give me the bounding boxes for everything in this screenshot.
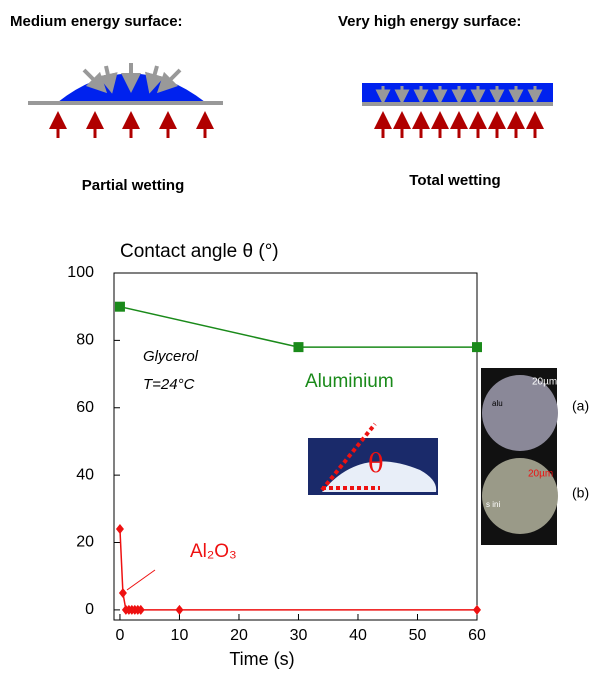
inset-photo: θ — [308, 422, 438, 495]
x-axis-label: Time (s) — [229, 649, 294, 669]
image-scale: 20µm — [532, 377, 557, 388]
x-tick-label: 40 — [349, 627, 367, 644]
x-tick-label: 20 — [230, 627, 248, 644]
series-line — [119, 529, 477, 611]
series-line — [119, 305, 477, 348]
diagram-caption: Partial wetting — [82, 177, 185, 194]
y-tick-label: 0 — [85, 601, 94, 618]
annotation: Glycerol — [143, 348, 199, 365]
point — [115, 524, 124, 535]
partial-wetting-diagram — [28, 63, 223, 138]
diagram-caption: Total wetting — [409, 172, 500, 189]
point — [293, 342, 304, 353]
diagram-title: Very high energy surface: — [338, 13, 521, 30]
series-label: Al₂O₃ — [190, 541, 237, 562]
series-label: Aluminium — [305, 371, 394, 392]
image-label: (a) — [572, 398, 589, 414]
image-text: alu — [492, 399, 503, 408]
x-tick-label: 0 — [115, 627, 124, 644]
annotation: T=24°C — [143, 376, 195, 393]
y-tick-label: 40 — [76, 466, 94, 483]
point — [136, 604, 145, 615]
y-tick-label: 80 — [76, 332, 94, 349]
x-tick-label: 10 — [171, 627, 189, 644]
total-wetting-diagram — [362, 83, 553, 138]
point — [473, 604, 481, 615]
chart-title: Contact angle θ (°) — [120, 241, 279, 262]
point — [175, 604, 184, 615]
point — [472, 342, 482, 353]
diagram-title: Medium energy surface: — [10, 13, 183, 30]
x-tick-label: 30 — [290, 627, 308, 644]
micrographs: 20µm alu 20µm s ini (a) (b) — [481, 368, 589, 545]
x-tick-label: 50 — [409, 627, 427, 644]
annotation-pointer — [126, 569, 156, 591]
y-tick-label: 60 — [76, 399, 94, 416]
y-tick-label: 20 — [76, 534, 94, 551]
point — [114, 301, 125, 312]
inset-label: θ — [368, 449, 384, 479]
y-tick-label: 100 — [67, 264, 94, 281]
x-tick-label: 60 — [468, 627, 486, 644]
plot-frame — [113, 272, 478, 621]
point — [118, 588, 127, 599]
image-text: s ini — [486, 500, 500, 509]
image-label: (b) — [572, 485, 589, 501]
image-scale: 20µm — [528, 469, 553, 480]
